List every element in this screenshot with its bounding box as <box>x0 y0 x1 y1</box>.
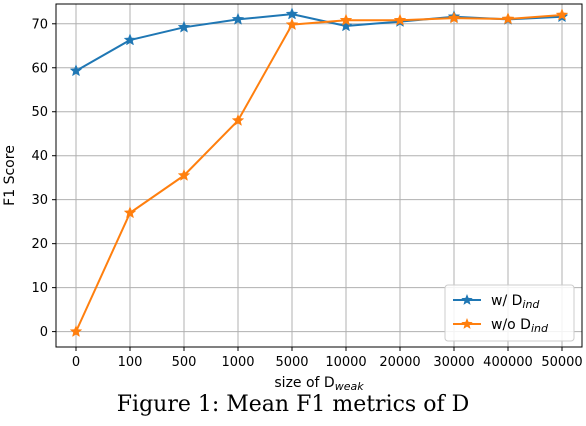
legend-entry-w-dind: w/ Dind <box>453 293 540 311</box>
figure-caption: Figure 1: Mean F1 metrics of D <box>116 392 470 417</box>
grid-lines <box>56 4 582 347</box>
x-tick-label: 1000 <box>221 355 254 370</box>
data-point <box>501 12 515 25</box>
y-tick-label: 30 <box>31 193 48 208</box>
legend-label-w-dind-sub: ind <box>522 298 540 311</box>
x-tick-label: 500 <box>172 355 197 370</box>
data-point <box>177 20 191 33</box>
y-tick-label: 20 <box>31 237 48 252</box>
legend: w/ Dind w/o Dind <box>444 284 575 342</box>
y-axis-label: F1 Score <box>2 145 18 206</box>
x-tick-label: 0 <box>72 355 80 370</box>
data-point <box>285 7 299 20</box>
data-point <box>339 13 353 26</box>
data-point <box>555 8 569 21</box>
x-axis-ticks: 0 100 500 1000 5000 10000 20000 30000 400000 5000… <box>72 347 583 370</box>
data-point <box>123 206 137 219</box>
y-tick-label: 40 <box>31 149 48 164</box>
x-tick-label: 400000 <box>483 355 533 370</box>
legend-label-w-dind: w/ Dind <box>491 293 540 311</box>
y-tick-label: 50 <box>31 105 48 120</box>
x-tick-label: 100 <box>118 355 143 370</box>
x-axis-label: size of Dweak <box>274 375 364 390</box>
data-point <box>393 13 407 26</box>
y-tick-label: 70 <box>31 17 48 32</box>
data-point <box>69 64 83 77</box>
data-point <box>69 324 83 338</box>
data-point <box>231 113 245 126</box>
y-tick-label: 60 <box>31 61 48 76</box>
y-tick-label: 10 <box>31 281 48 296</box>
data-point <box>231 12 245 25</box>
series-1 <box>69 8 569 338</box>
x-axis-label-main: size of D <box>274 375 334 390</box>
x-tick-label: 20000 <box>379 355 420 370</box>
x-tick-label: 30000 <box>433 355 474 370</box>
data-point <box>177 168 191 181</box>
legend-label-wo-dind-main: w/o D <box>491 317 531 333</box>
x-tick-label: 5000 <box>275 355 308 370</box>
legend-label-wo-dind: w/o Dind <box>491 317 549 335</box>
legend-entry-wo-dind: w/o Dind <box>453 317 549 335</box>
data-point <box>447 11 461 24</box>
legend-star-wo-dind <box>461 318 473 329</box>
series-lines <box>69 7 569 338</box>
x-axis-label-sub: weak <box>335 380 365 390</box>
x-tick-label: 10000 <box>325 355 366 370</box>
series-line <box>75 13 563 333</box>
x-tick-label: 50000 <box>541 355 582 370</box>
data-point <box>339 19 353 32</box>
data-point <box>123 33 137 46</box>
legend-label-wo-dind-sub: ind <box>531 322 549 335</box>
y-axis-ticks: 0 10 20 30 40 50 60 70 <box>31 17 56 340</box>
legend-star-w-dind <box>461 294 473 305</box>
legend-label-w-dind-main: w/ D <box>491 293 522 309</box>
y-tick-label: 0 <box>40 325 48 340</box>
data-point <box>285 17 299 31</box>
plot-frame <box>55 3 583 348</box>
line-chart: 0 10 20 30 40 50 60 70 0 100 500 1000 5000 10000 2000… <box>2 3 583 390</box>
